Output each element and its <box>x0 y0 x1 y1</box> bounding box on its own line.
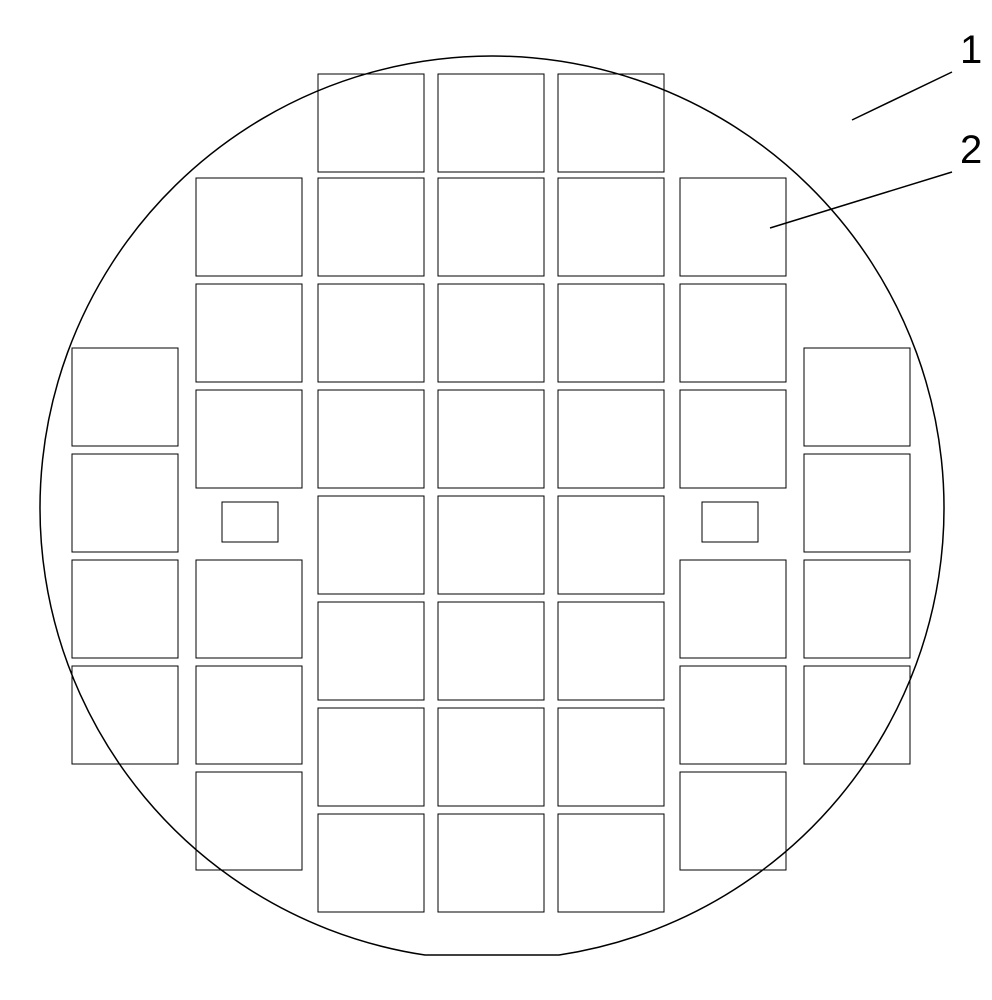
wafer-outline <box>40 56 944 955</box>
callout-label-1: 1 <box>960 28 982 73</box>
leader-line <box>852 72 952 120</box>
callout-label-2: 2 <box>960 128 982 173</box>
diagram-container: 1 2 <box>0 0 992 1000</box>
wafer-diagram <box>0 0 992 1000</box>
